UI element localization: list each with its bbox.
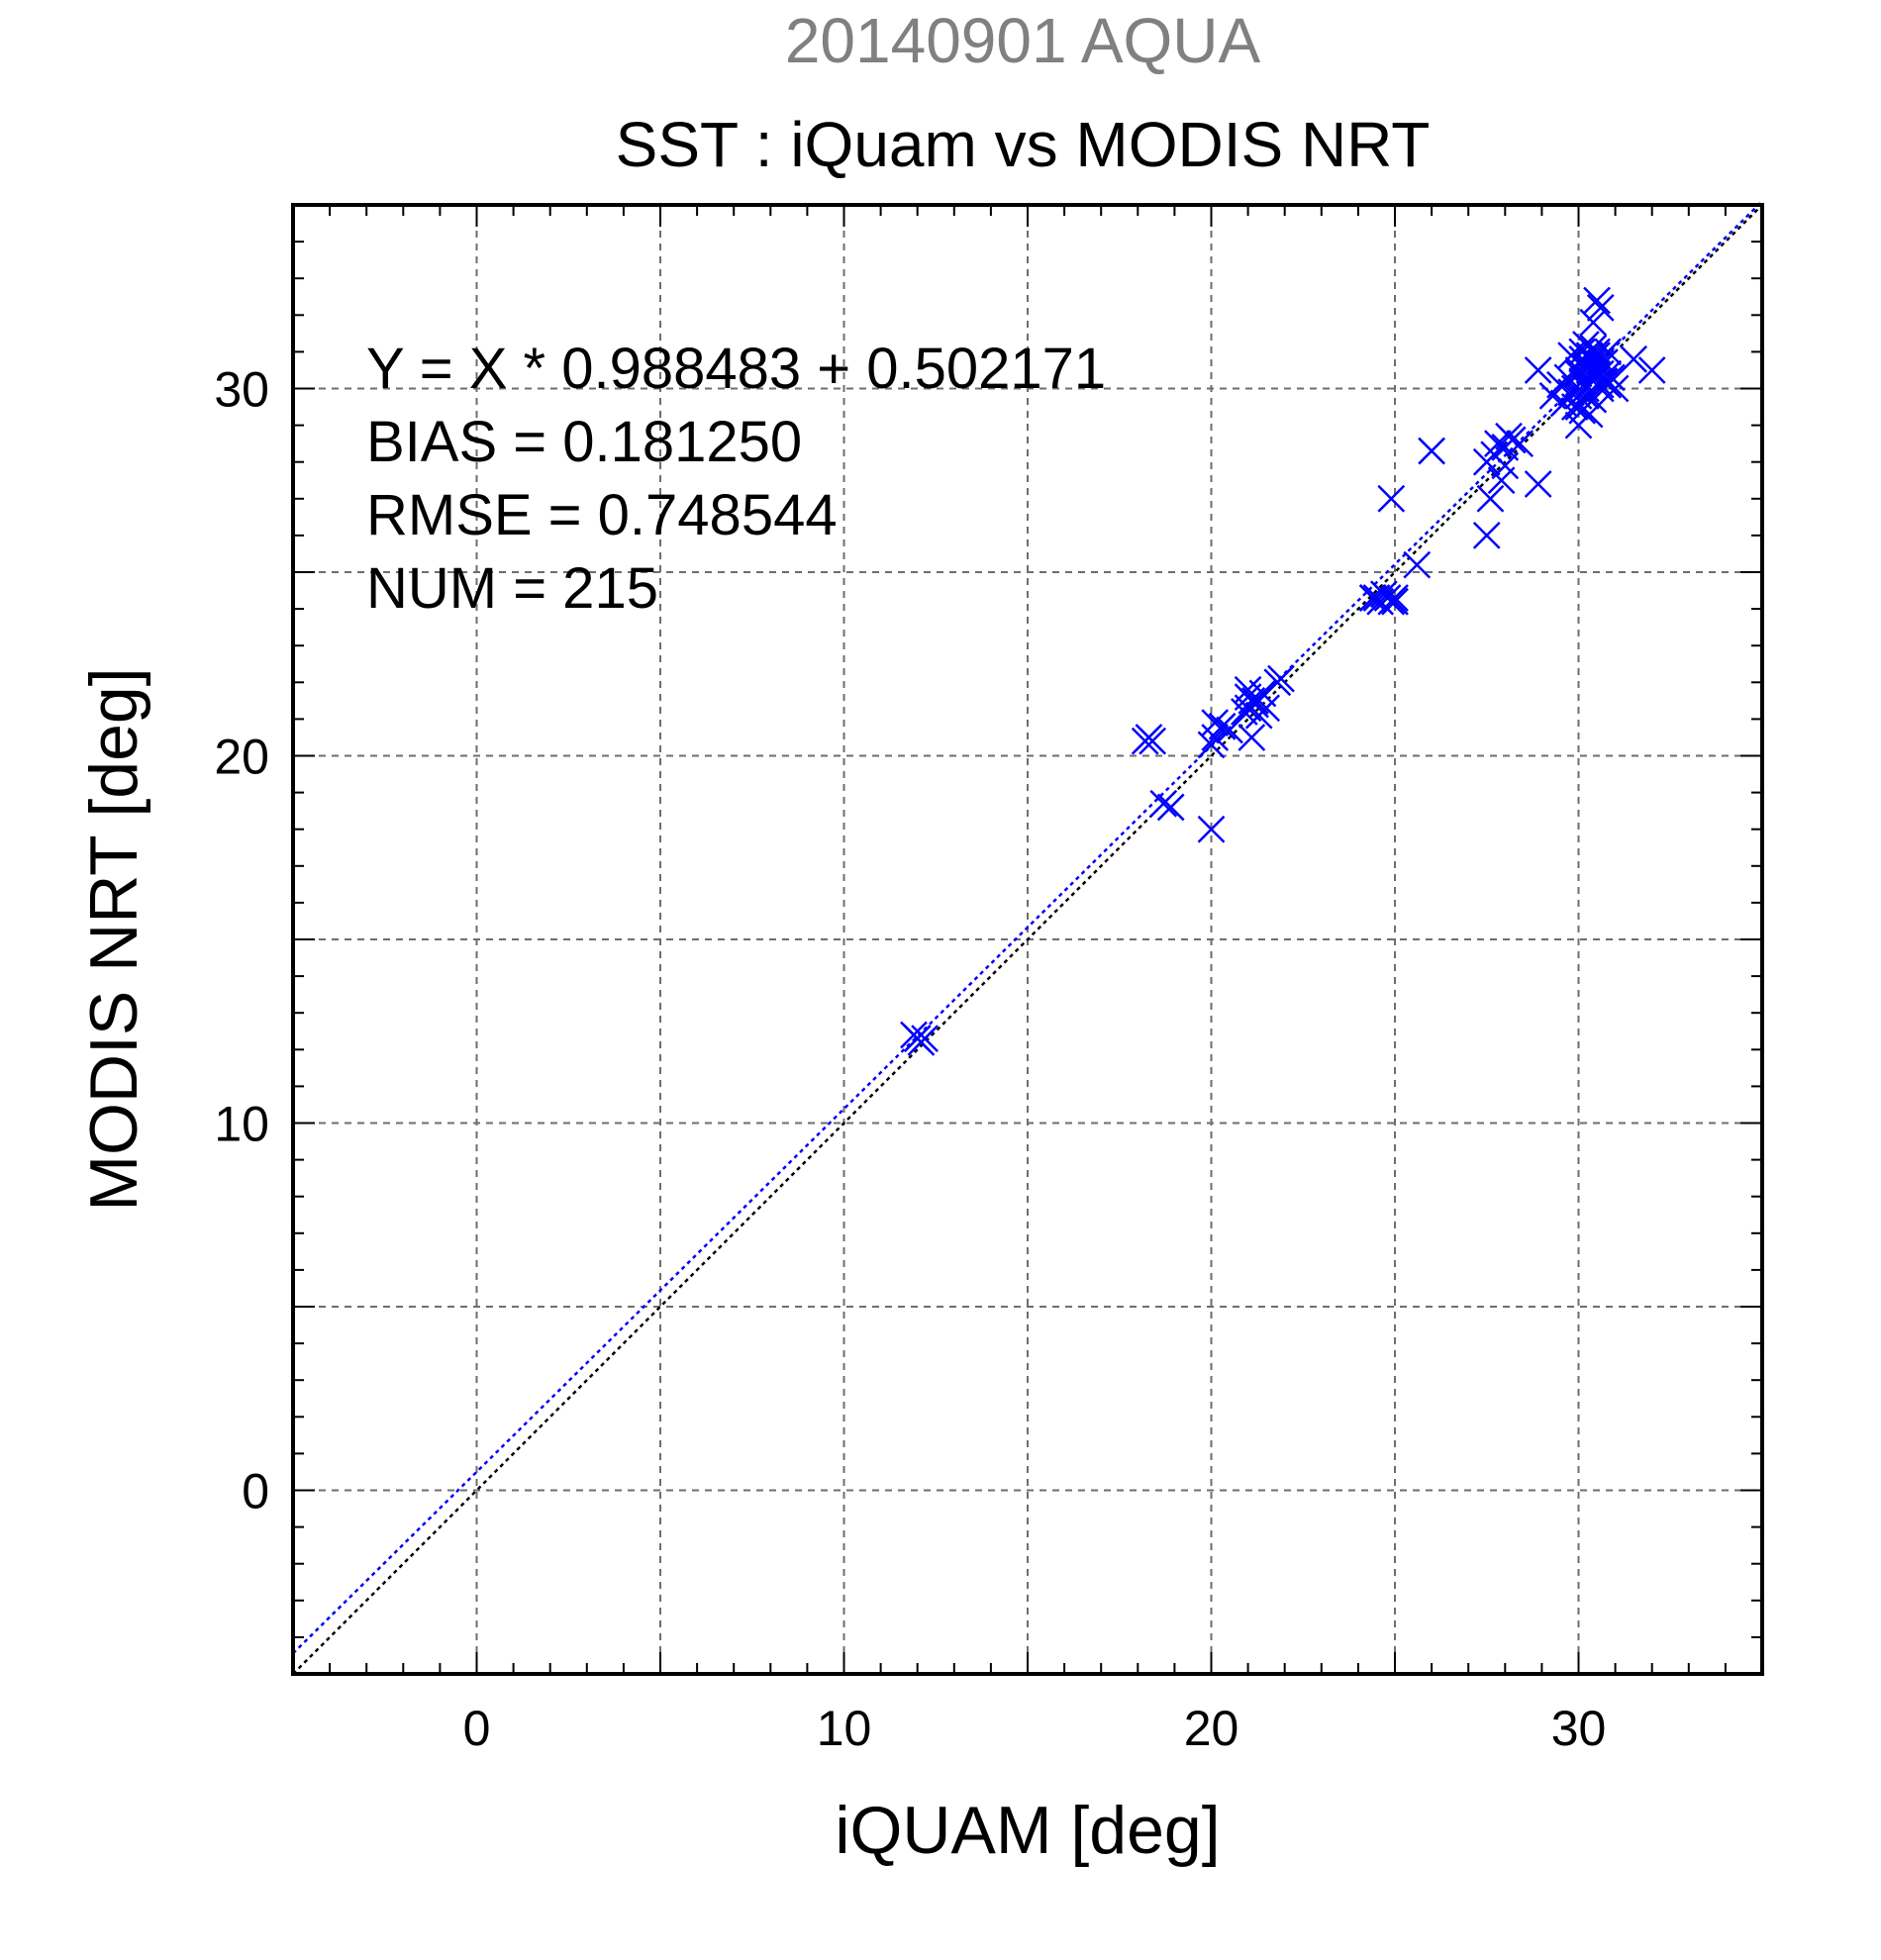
y-axis-label: MODIS NRT [deg] xyxy=(76,667,151,1211)
chart-title: SST : iQuam vs MODIS NRT xyxy=(616,109,1431,180)
y-tick-label: 20 xyxy=(214,730,269,785)
chart-subtitle: 20140901 AQUA xyxy=(785,5,1261,76)
data-point xyxy=(1377,484,1406,513)
data-point xyxy=(1201,724,1230,751)
data-point xyxy=(1498,426,1527,454)
rmse-value: RMSE = 0.748544 xyxy=(366,483,838,547)
data-point xyxy=(903,1025,932,1053)
x-tick-label: 30 xyxy=(1551,1701,1607,1756)
x-axis-label: iQUAM [deg] xyxy=(835,1793,1220,1868)
data-point xyxy=(1418,437,1445,465)
data-point xyxy=(1381,587,1409,616)
data-point xyxy=(1487,466,1516,495)
num-value: NUM = 215 xyxy=(366,556,658,621)
data-point xyxy=(1590,348,1619,377)
data-point xyxy=(1579,308,1608,337)
y-tick-label: 10 xyxy=(214,1097,269,1152)
data-point xyxy=(1138,727,1167,755)
data-point xyxy=(1238,724,1266,751)
plot-frame xyxy=(291,203,1764,1676)
data-point xyxy=(1241,686,1269,715)
y-tick-label: 0 xyxy=(242,1464,269,1519)
data-point xyxy=(1506,430,1534,458)
data-point xyxy=(1197,815,1226,843)
data-point xyxy=(911,1025,940,1053)
data-point xyxy=(1637,356,1666,384)
y-tick-label: 30 xyxy=(214,362,269,418)
data-point xyxy=(1524,470,1552,498)
data-point xyxy=(1149,789,1178,818)
bias-value: BIAS = 0.181250 xyxy=(366,410,802,474)
fit-statistics: Y = X * 0.988483 + 0.502171 BIAS = 0.181… xyxy=(366,337,1106,621)
data-point xyxy=(1524,356,1552,384)
identity-line xyxy=(292,204,1763,1675)
data-point xyxy=(1472,522,1501,549)
grid xyxy=(293,205,1762,1674)
data-point xyxy=(1568,338,1597,366)
data-point xyxy=(1586,293,1615,322)
data-point xyxy=(1476,484,1505,513)
data-point xyxy=(1620,344,1648,373)
data-point xyxy=(1216,716,1243,744)
x-tick-label: 10 xyxy=(817,1701,872,1756)
data-point xyxy=(1381,584,1409,612)
data-points xyxy=(900,286,1666,1056)
data-point xyxy=(1156,793,1185,822)
data-point xyxy=(1267,664,1295,693)
x-tick-label: 0 xyxy=(463,1701,491,1756)
data-point xyxy=(1560,393,1589,421)
data-point xyxy=(1564,356,1593,384)
regression-equation: Y = X * 0.988483 + 0.502171 xyxy=(366,337,1106,401)
x-tick-label: 20 xyxy=(1184,1701,1239,1756)
data-point xyxy=(1575,400,1604,429)
tick-labels: 0 10 20 30 0 10 20 30 xyxy=(214,362,1606,1757)
data-point xyxy=(1403,550,1432,579)
data-point xyxy=(1557,342,1585,369)
data-point xyxy=(1594,338,1623,366)
data-point xyxy=(1201,709,1230,736)
data-point xyxy=(1594,359,1623,388)
